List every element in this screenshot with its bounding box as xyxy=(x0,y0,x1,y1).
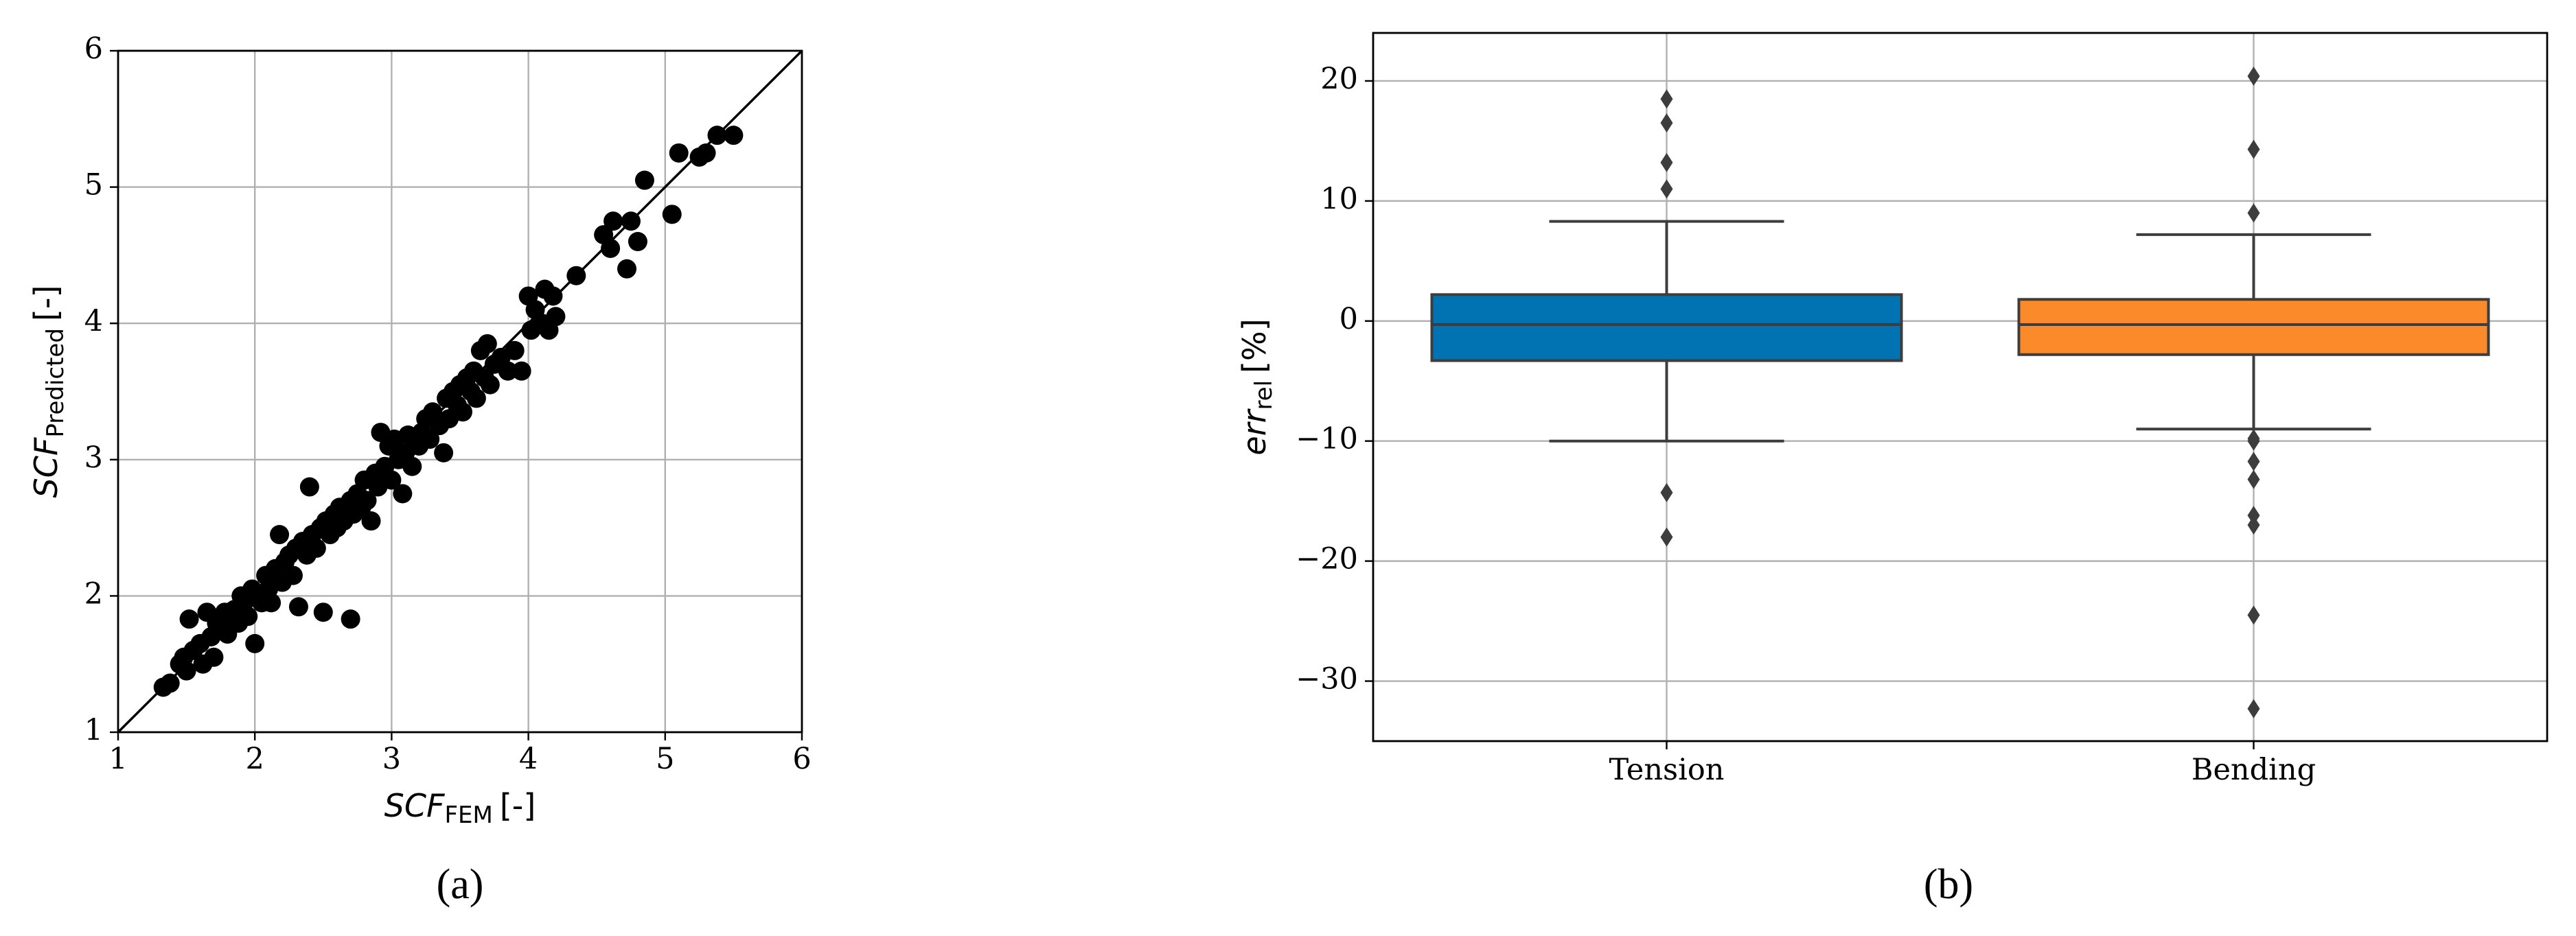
label-unit: [-] xyxy=(500,787,536,824)
outlier xyxy=(2247,203,2260,223)
point xyxy=(724,126,744,145)
point xyxy=(160,673,180,693)
x-tick-label: 2 xyxy=(246,742,264,776)
point xyxy=(270,525,290,545)
point xyxy=(204,647,224,667)
label-main: err xyxy=(1236,408,1273,455)
caption: (b) xyxy=(1924,861,1973,908)
y-tick-label: 2 xyxy=(84,576,103,611)
point xyxy=(621,211,641,231)
point xyxy=(262,593,281,613)
outlier xyxy=(1660,89,1673,109)
point xyxy=(238,607,258,627)
point xyxy=(313,602,333,622)
label-main: SCF xyxy=(27,437,65,498)
point xyxy=(546,307,566,327)
label-unit: [-] xyxy=(27,285,65,322)
y-tick-label: 5 xyxy=(84,168,103,202)
point xyxy=(382,470,402,490)
caption: (a) xyxy=(437,861,484,908)
outlier xyxy=(2247,66,2260,86)
point xyxy=(299,477,319,497)
y-tick-label: 0 xyxy=(1339,302,1358,336)
point xyxy=(603,211,623,231)
point xyxy=(393,484,413,504)
x-tick-label: 1 xyxy=(108,742,127,776)
axis-label: SCFFEM [-] xyxy=(384,787,536,829)
point xyxy=(306,538,326,558)
axis-label: errrel [%] xyxy=(1236,318,1278,455)
point xyxy=(452,402,472,422)
point xyxy=(696,143,716,163)
outlier xyxy=(1660,113,1673,133)
axes-frame xyxy=(117,49,803,734)
y-tick-label: 3 xyxy=(84,441,103,475)
point xyxy=(179,609,199,629)
y-tick-label: 10 xyxy=(1320,182,1358,216)
y-tick-label: −10 xyxy=(1296,422,1358,456)
y-tick-label: 4 xyxy=(84,304,103,338)
point xyxy=(420,430,440,449)
point xyxy=(505,340,525,360)
x-tick-label: 6 xyxy=(792,742,811,776)
point xyxy=(480,375,500,395)
outlier xyxy=(1660,152,1673,172)
point xyxy=(341,609,360,629)
outlier xyxy=(2247,605,2260,625)
point xyxy=(283,565,303,585)
outlier xyxy=(2247,431,2260,451)
point xyxy=(543,286,563,306)
point xyxy=(601,238,621,258)
outlier xyxy=(2247,515,2260,535)
point xyxy=(434,443,454,463)
box xyxy=(1430,293,1903,362)
y-tick-label: 20 xyxy=(1320,62,1358,96)
outlier xyxy=(1660,179,1673,199)
outlier xyxy=(2247,139,2260,159)
x-tick-label: 4 xyxy=(519,742,538,776)
label-main: SCF xyxy=(384,787,445,824)
point xyxy=(669,143,689,163)
point xyxy=(566,266,586,285)
x-tick-label: 3 xyxy=(382,742,401,776)
label-unit: [%] xyxy=(1236,318,1273,373)
point xyxy=(176,661,196,681)
axes-frame xyxy=(1372,32,2549,742)
x-tick-label: Bending xyxy=(2192,753,2316,787)
point xyxy=(662,204,682,224)
point xyxy=(628,232,647,252)
y-tick-label: 6 xyxy=(84,32,103,66)
outlier xyxy=(1660,482,1673,502)
point xyxy=(361,511,381,531)
y-tick-label: −30 xyxy=(1296,662,1358,697)
axis-label: SCFPredicted [-] xyxy=(27,285,69,498)
point xyxy=(288,597,308,617)
x-tick-label: 5 xyxy=(656,742,674,776)
point xyxy=(357,491,377,511)
y-tick-label: −20 xyxy=(1296,542,1358,576)
outlier xyxy=(2247,699,2260,718)
label-sub: FEM xyxy=(444,802,492,829)
box xyxy=(2017,298,2490,356)
label-sub: Predicted xyxy=(42,328,69,438)
label-sub: rel xyxy=(1250,380,1278,410)
outlier xyxy=(2247,452,2260,471)
point xyxy=(617,259,637,279)
outlier xyxy=(2247,469,2260,489)
point xyxy=(477,334,497,353)
point xyxy=(402,456,422,476)
y-tick-label: 1 xyxy=(84,713,103,747)
outlier xyxy=(1660,527,1673,547)
x-tick-label: Tension xyxy=(1609,753,1725,787)
point xyxy=(707,126,727,145)
point xyxy=(466,388,486,408)
point xyxy=(245,633,265,653)
point xyxy=(498,361,518,381)
point xyxy=(511,361,531,381)
point xyxy=(634,170,654,190)
